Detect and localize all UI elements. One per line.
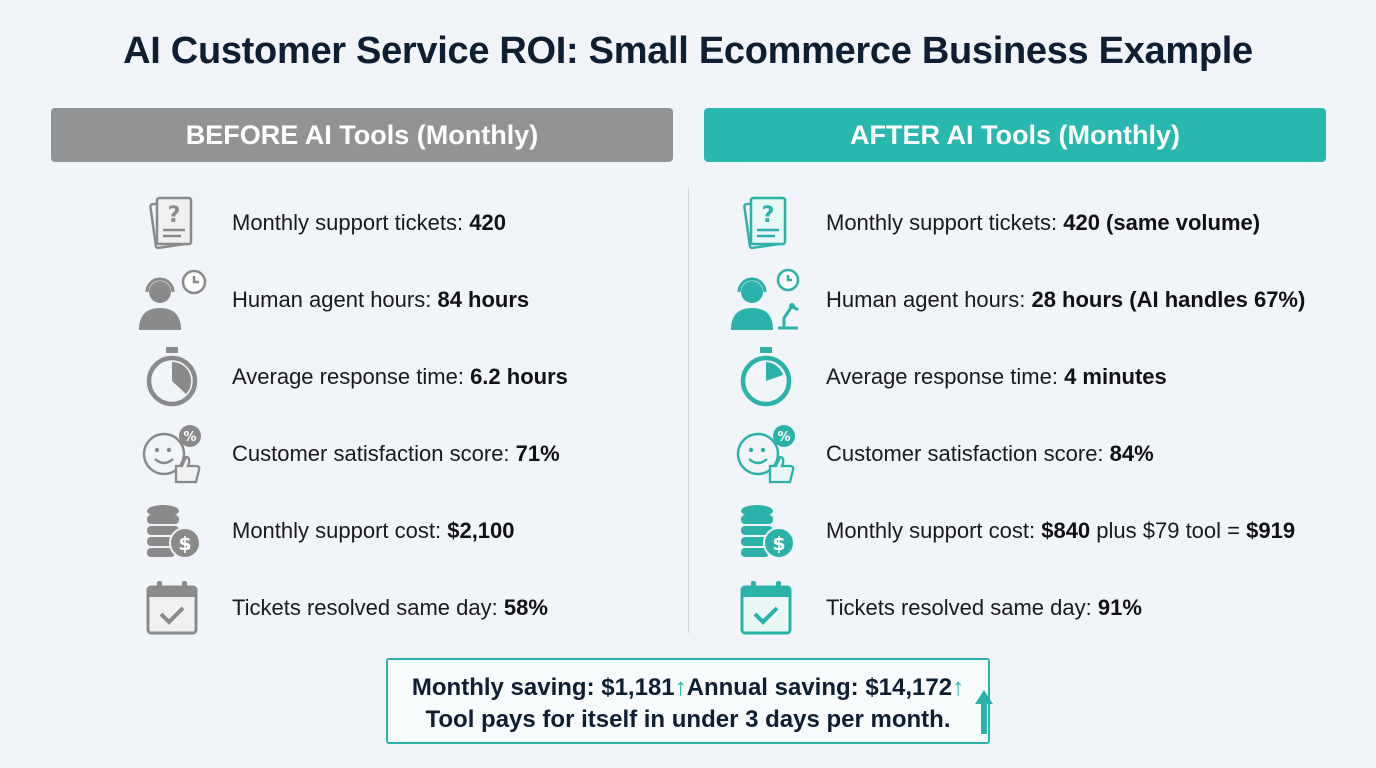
row-value: 6.2 hours [470,364,568,389]
agent-headset-robot-icon [726,265,806,335]
arrow-up-icon [975,690,993,734]
row-value: 28 hours (AI handles 67%) [1031,287,1306,312]
row-label: Human agent hours: [826,287,1032,312]
ticket-question-icon: ? [132,188,212,258]
row-value: $840 [1041,518,1091,543]
row-label: Monthly support tickets: [232,210,470,235]
coins-dollar-icon: $ [726,496,806,566]
row-value: 420 (same volume) [1063,210,1261,235]
row-value: 84 hours [437,287,530,312]
row-value: 420 [469,210,506,235]
before-row-satisfaction: % Customer satisfaction score: 71% [132,419,560,489]
row-value: 91% [1097,595,1142,620]
before-row-tickets: ? Monthly support tickets: 420 [132,188,506,258]
row-value: $2,100 [447,518,515,543]
before-row-response: Average response time: 6.2 hours [132,342,568,412]
svg-text:$: $ [178,533,191,555]
row-total: $919 [1246,518,1296,543]
payback-text: Tool pays for itself in under 3 days per… [425,706,951,733]
svg-text:?: ? [762,203,775,228]
row-value: 84% [1109,441,1154,466]
before-row-cost: $ Monthly support cost: $2,100 [132,496,515,566]
row-label: Customer satisfaction score: [232,441,516,466]
before-row-hours: Human agent hours: 84 hours [132,265,529,335]
row-value: 58% [503,595,548,620]
row-value: 4 minutes [1064,364,1167,389]
agent-headset-clock-icon [132,265,212,335]
row-mid: plus $79 tool = [1090,518,1247,543]
svg-text:%: % [183,430,196,445]
before-header: BEFORE AI Tools (Monthly) [51,108,673,162]
row-label: Average response time: [826,364,1065,389]
svg-text:?: ? [168,203,181,228]
monthly-saving: Monthly saving: $1,181 [411,674,675,701]
row-value: 71% [515,441,560,466]
svg-text:%: % [777,430,790,445]
after-row-response: Average response time: 4 minutes [726,342,1167,412]
row-label: Monthly support cost: [826,518,1042,543]
row-label: Monthly support cost: [232,518,448,543]
svg-text:$: $ [772,533,785,555]
arrow-up-icon: ↑ [952,674,965,701]
smiley-thumbs-up-icon: % [132,419,212,489]
row-label: Average response time: [232,364,471,389]
after-header: AFTER AI Tools (Monthly) [704,108,1326,162]
stopwatch-icon [726,342,806,412]
ticket-question-icon: ? [726,188,806,258]
page-title: AI Customer Service ROI: Small Ecommerce… [123,30,1253,72]
after-row-hours: Human agent hours: 28 hours (AI handles … [726,265,1305,335]
after-row-tickets: ? Monthly support tickets: 420 (same vol… [726,188,1260,258]
after-row-satisfaction: % Customer satisfaction score: 84% [726,419,1154,489]
calendar-check-icon [132,573,212,643]
coins-dollar-icon: $ [132,496,212,566]
savings-summary-box: Monthly saving: $1,181↑Annual saving: $1… [386,658,993,744]
after-row-cost: $ Monthly support cost: $840 plus $79 to… [726,496,1295,566]
row-label: Human agent hours: [232,287,438,312]
stopwatch-icon [132,342,212,412]
row-label: Tickets resolved same day: [232,595,504,620]
arrow-up-icon: ↑ [674,674,687,701]
calendar-check-icon [726,573,806,643]
annual-saving: Annual saving: $14,172 [686,674,953,701]
column-divider [688,188,689,633]
row-label: Tickets resolved same day: [826,595,1098,620]
smiley-thumbs-up-icon: % [726,419,806,489]
after-row-resolved: Tickets resolved same day: 91% [726,573,1142,643]
row-label: Monthly support tickets: [826,210,1064,235]
row-label: Customer satisfaction score: [826,441,1110,466]
before-row-resolved: Tickets resolved same day: 58% [132,573,548,643]
